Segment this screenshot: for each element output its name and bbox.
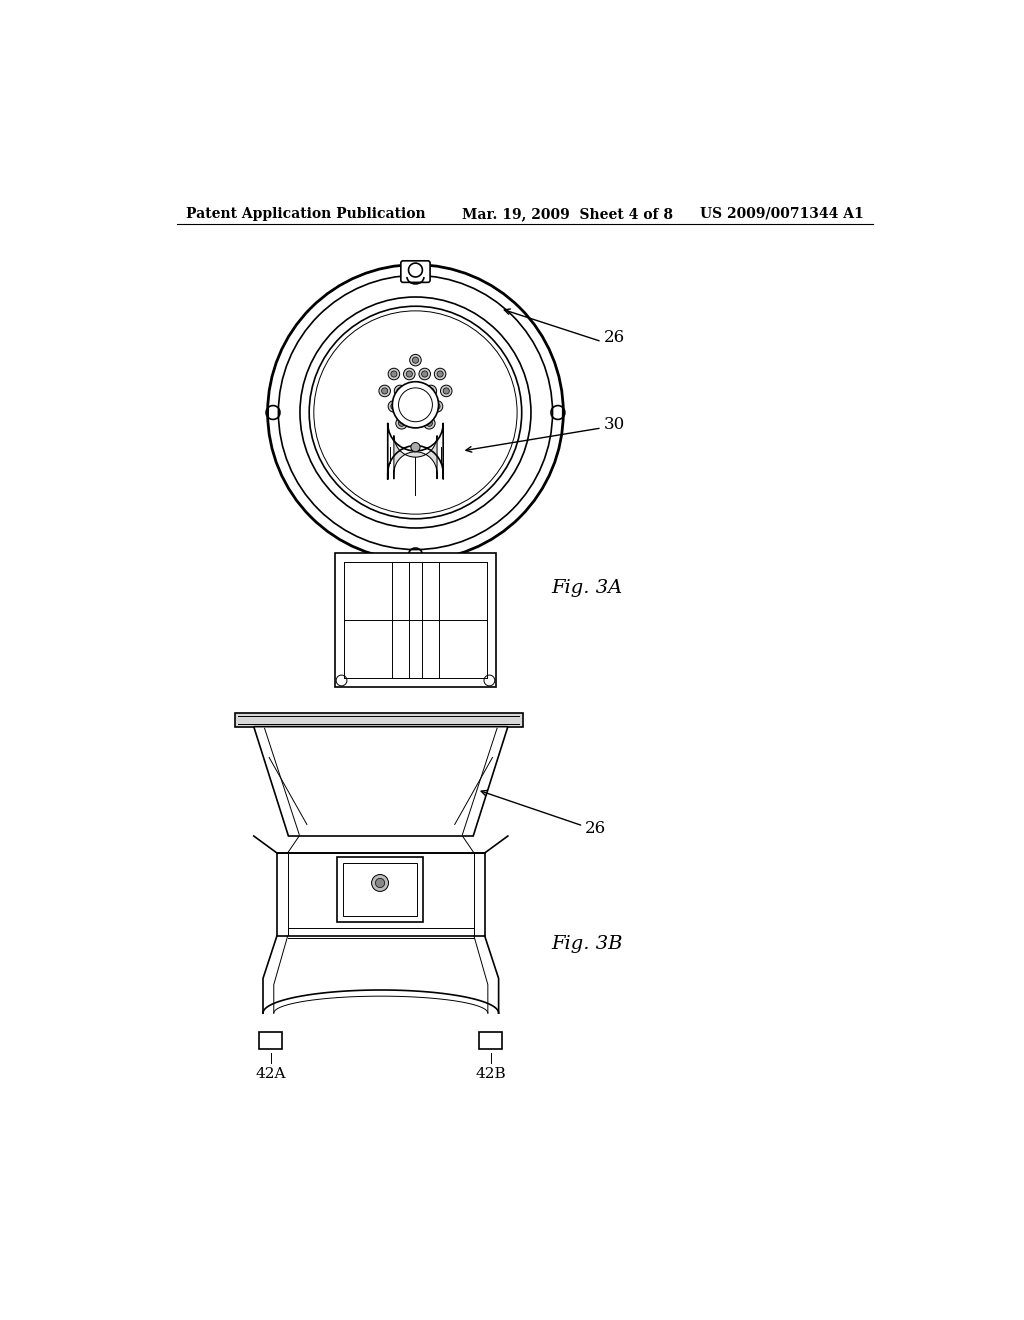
Text: US 2009/0071344 A1: US 2009/0071344 A1 [699, 207, 863, 220]
Circle shape [426, 420, 432, 426]
Circle shape [437, 371, 443, 378]
Text: 42B: 42B [475, 1067, 506, 1081]
Circle shape [413, 404, 419, 409]
Circle shape [431, 400, 442, 412]
Text: 26: 26 [604, 329, 626, 346]
Bar [479, 1032, 503, 1049]
Text: Patent Application Publication: Patent Application Publication [186, 207, 426, 220]
Circle shape [388, 400, 399, 412]
Bar [276, 853, 484, 936]
Bar [337, 857, 423, 923]
Circle shape [382, 388, 388, 395]
Circle shape [434, 404, 440, 409]
Circle shape [425, 385, 436, 397]
Circle shape [391, 371, 397, 378]
Circle shape [403, 368, 415, 380]
Circle shape [397, 388, 403, 395]
Text: Fig. 3B: Fig. 3B [551, 935, 623, 953]
Polygon shape [335, 553, 497, 688]
Text: Fig. 3A: Fig. 3A [551, 579, 623, 597]
Circle shape [394, 385, 406, 397]
Circle shape [376, 878, 385, 887]
Bar [392, 562, 410, 678]
Circle shape [410, 385, 421, 397]
Circle shape [391, 404, 397, 409]
Circle shape [428, 388, 434, 395]
Circle shape [410, 354, 421, 366]
Circle shape [422, 371, 428, 378]
Polygon shape [254, 726, 508, 836]
Circle shape [379, 385, 390, 397]
Polygon shape [388, 424, 443, 479]
Circle shape [443, 388, 450, 395]
Text: 42A: 42A [255, 1067, 286, 1081]
Text: Mar. 19, 2009  Sheet 4 of 8: Mar. 19, 2009 Sheet 4 of 8 [462, 207, 673, 220]
Circle shape [419, 368, 430, 380]
Circle shape [411, 442, 420, 451]
Circle shape [410, 400, 421, 412]
FancyBboxPatch shape [400, 261, 430, 282]
Circle shape [336, 675, 347, 686]
Circle shape [413, 358, 419, 363]
Text: 30: 30 [604, 416, 626, 433]
Circle shape [424, 417, 435, 429]
Circle shape [388, 368, 399, 380]
Polygon shape [394, 436, 437, 479]
Circle shape [300, 297, 531, 528]
Circle shape [398, 420, 404, 426]
Circle shape [484, 675, 495, 686]
Bar [343, 863, 417, 916]
Text: 26: 26 [585, 820, 606, 837]
Circle shape [434, 368, 445, 380]
Circle shape [413, 388, 419, 395]
Bar [259, 1032, 283, 1049]
Circle shape [440, 385, 452, 397]
Circle shape [372, 874, 388, 891]
Circle shape [407, 371, 413, 378]
Bar [422, 562, 438, 678]
Circle shape [396, 417, 408, 429]
Circle shape [392, 381, 438, 428]
Bar [234, 713, 523, 726]
